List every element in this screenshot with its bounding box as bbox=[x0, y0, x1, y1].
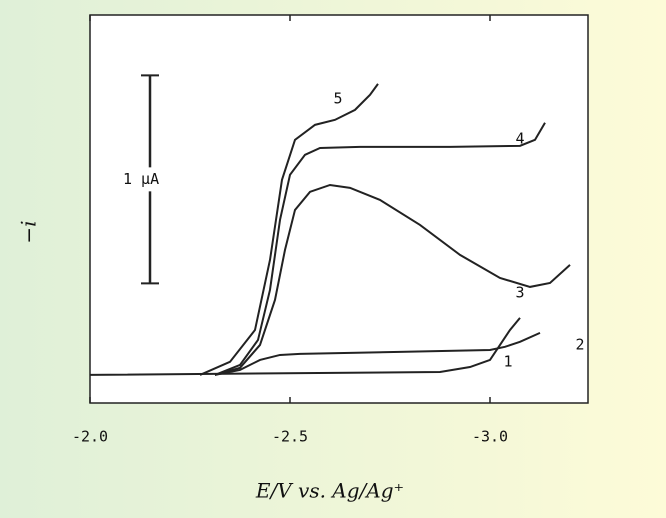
curve-label: 4 bbox=[515, 129, 524, 147]
curve-label: 5 bbox=[333, 89, 342, 107]
scale-bar-label: 1 μA bbox=[123, 170, 159, 188]
curve-label: 3 bbox=[515, 283, 524, 301]
y-axis-label: −i bbox=[17, 220, 41, 243]
x-tick-label: -2.0 bbox=[72, 428, 108, 446]
curve bbox=[214, 331, 541, 376]
curve bbox=[214, 122, 546, 376]
curve bbox=[199, 83, 379, 376]
x-tick-label: -3.0 bbox=[472, 428, 508, 446]
x-tick-label: -2.5 bbox=[272, 428, 308, 446]
curve-label: 1 bbox=[503, 352, 512, 370]
scale-bar-gap bbox=[120, 167, 190, 192]
curve bbox=[89, 317, 521, 376]
x-axis-label: E/V vs. Ag/Ag⁺ bbox=[255, 479, 404, 503]
curve-label: 2 bbox=[575, 335, 584, 353]
curve bbox=[214, 183, 571, 376]
